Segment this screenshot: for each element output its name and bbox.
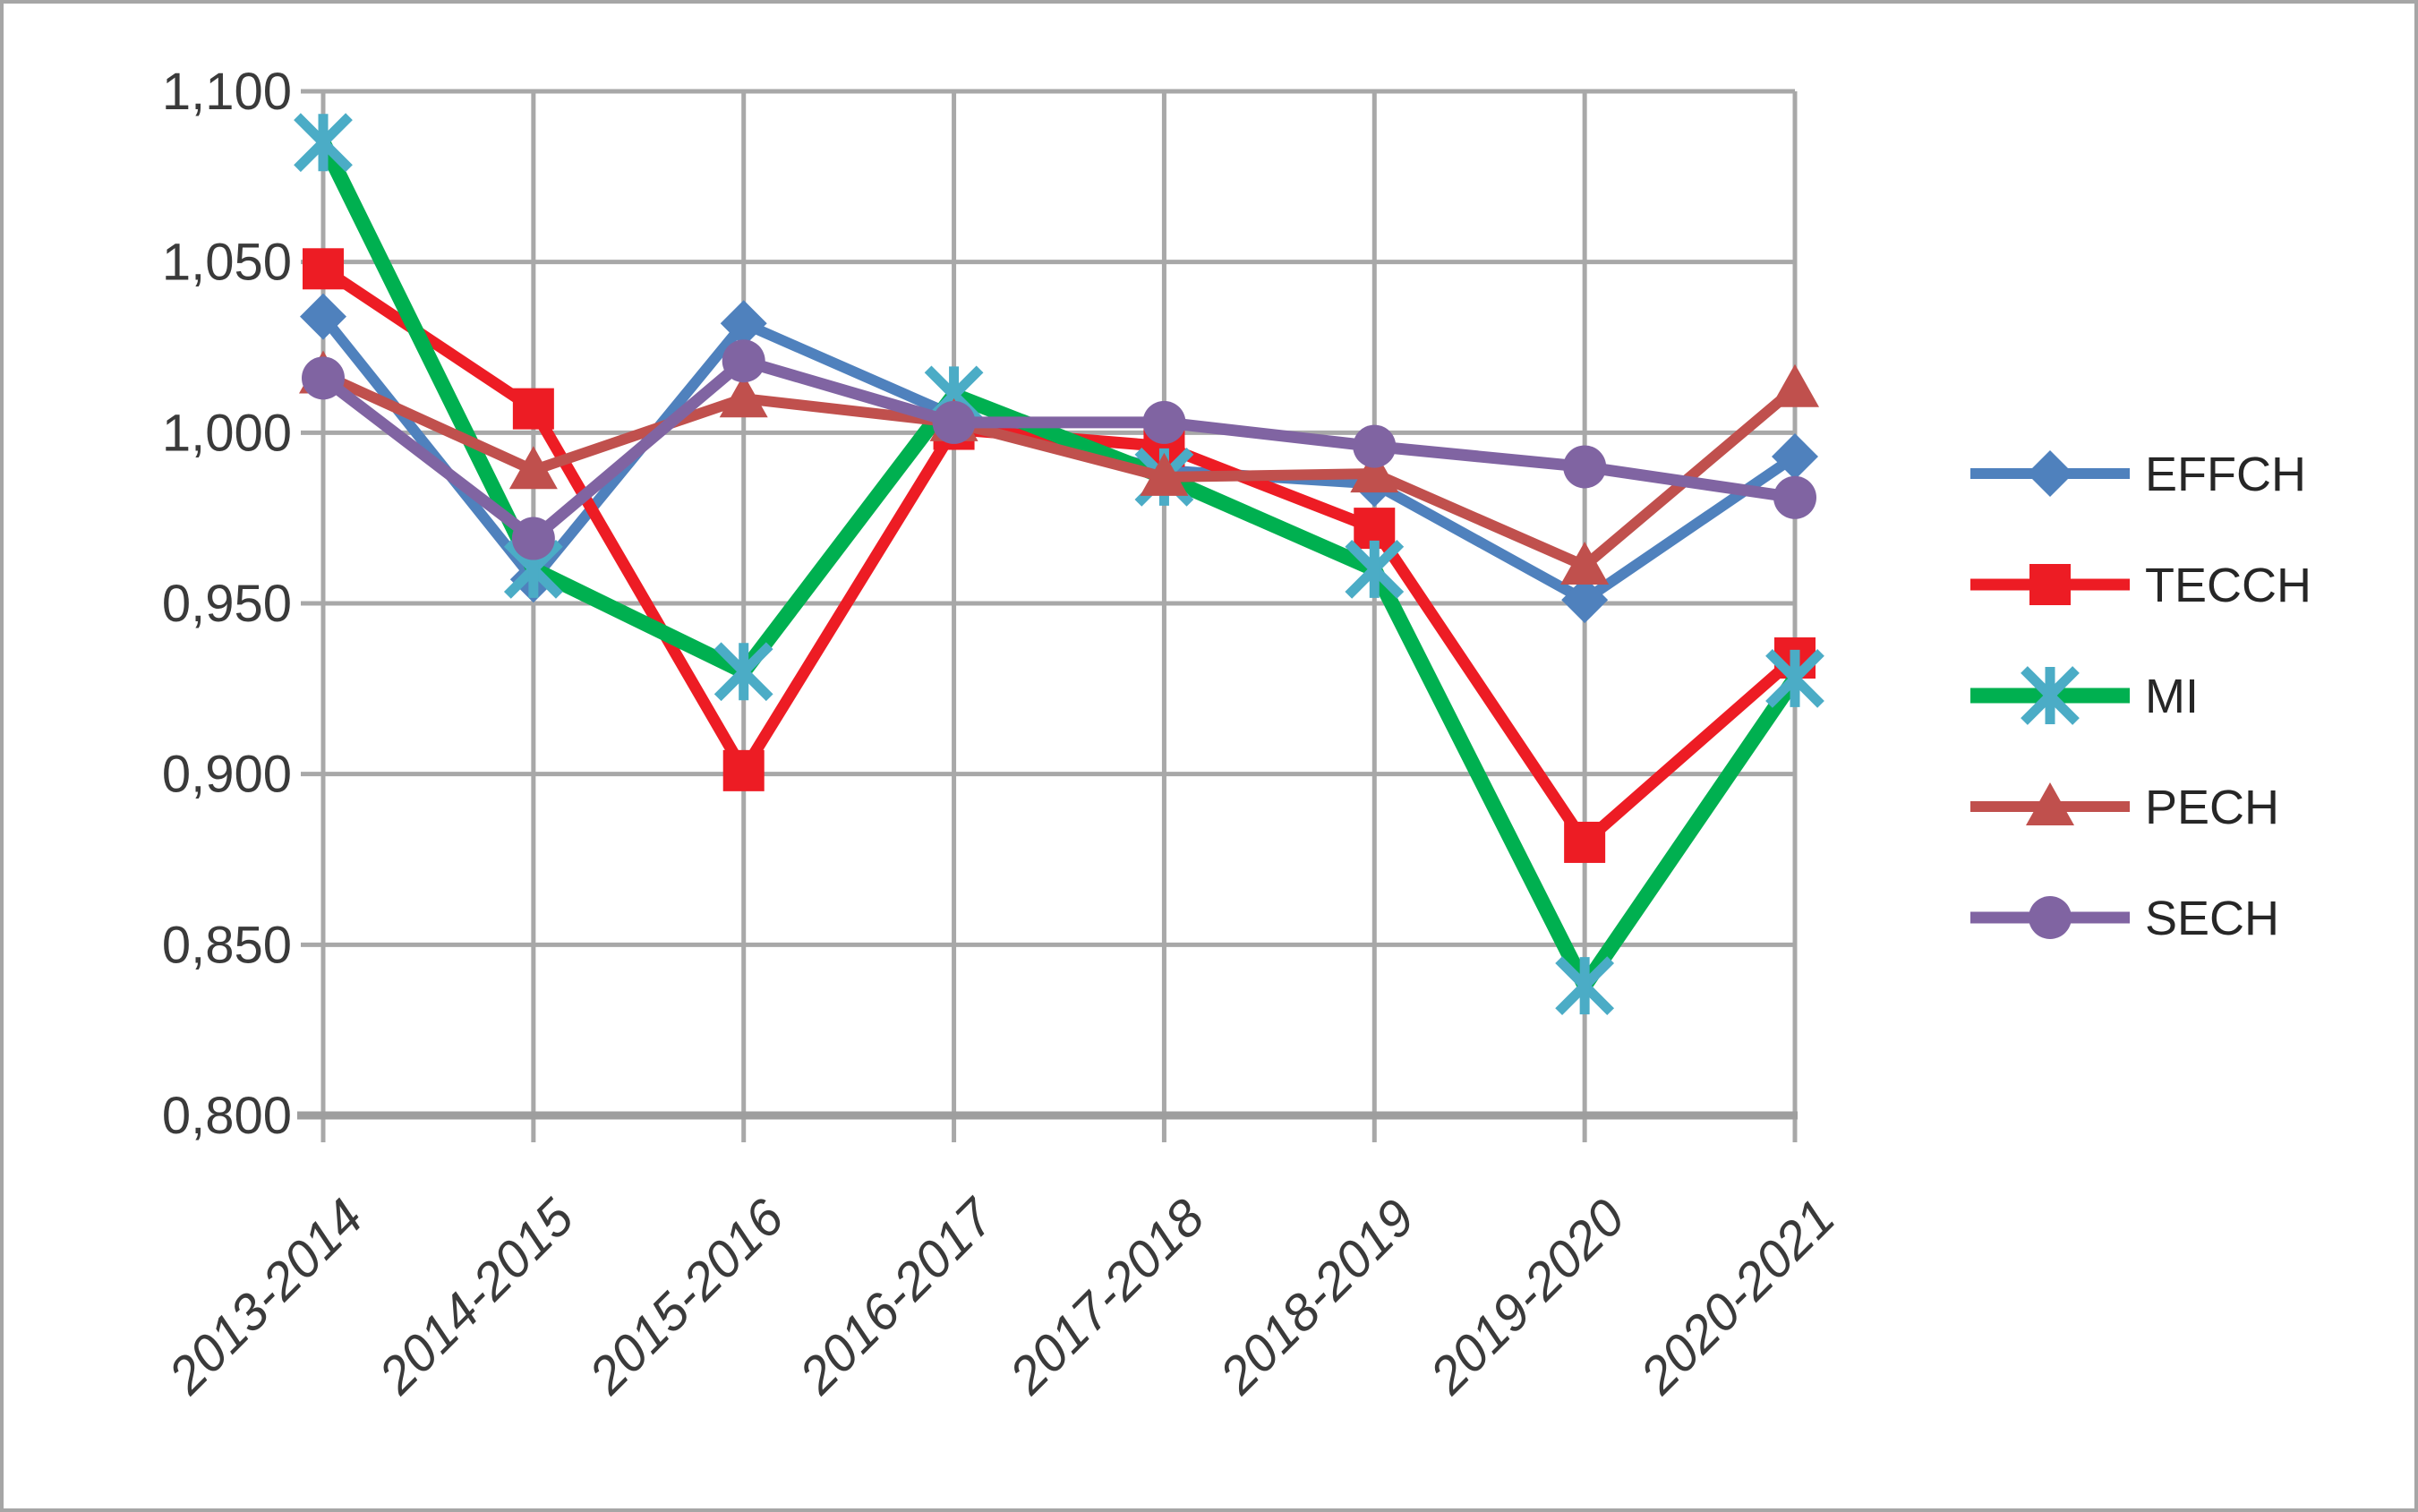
data-point-EFFCH-2015-2016	[720, 300, 767, 347]
legend-item-PECH: PECH	[1970, 781, 2279, 834]
data-point-SECH-2015-2016	[722, 339, 765, 383]
data-point-PECH-2014-2015	[508, 446, 558, 490]
legend-item-EFFCH: EFFCH	[1970, 448, 2306, 501]
x-axis-category-label: 2015-2016	[577, 1188, 795, 1405]
data-point-SECH-2018-2019	[1353, 424, 1397, 468]
x-axis-category-label: 2020-2021	[1628, 1188, 1846, 1405]
legend-label-TECCH: TECCH	[2145, 559, 2311, 612]
data-point-MI-2020-2021	[1765, 649, 1824, 708]
legend-label-MI: MI	[2145, 670, 2199, 723]
data-point-MI-2018-2019	[1345, 539, 1405, 599]
legend-marker-MI	[2021, 666, 2080, 725]
data-point-MI-2019-2020	[1555, 956, 1615, 1015]
legend-marker-PECH	[2026, 782, 2074, 825]
x-axis-category-label: 2013-2014	[157, 1188, 374, 1405]
legend-marker-SECH	[2029, 896, 2072, 939]
legend-item-SECH: SECH	[1970, 892, 2279, 945]
legend-marker-TECCH	[2029, 564, 2071, 605]
series-line-PECH	[320, 370, 1799, 572]
y-axis-tick-label: 1,100	[162, 63, 292, 121]
data-point-TECCH-2013-2014	[303, 248, 344, 290]
data-point-SECH-2020-2021	[1773, 475, 1816, 519]
data-point-EFFCH-2020-2021	[1772, 433, 1818, 481]
data-point-SECH-2017-2018	[1142, 400, 1186, 444]
data-point-EFFCH-2019-2020	[1561, 577, 1609, 624]
legend-label-PECH: PECH	[2145, 781, 2279, 834]
data-point-PECH-2015-2016	[719, 374, 768, 418]
y-axis-tick-label: 1,050	[162, 234, 292, 292]
legend-item-MI: MI	[1970, 666, 2199, 725]
y-axis-tick-label: 0,850	[162, 916, 292, 974]
x-axis-category-label: 2016-2017	[788, 1186, 1007, 1405]
y-axis-tick-label: 0,800	[162, 1087, 292, 1145]
x-axis-category-label: 2014-2015	[367, 1188, 585, 1405]
data-point-TECCH-2015-2016	[722, 749, 765, 791]
data-point-SECH-2014-2015	[511, 517, 555, 560]
legend-label-SECH: SECH	[2145, 892, 2279, 945]
data-point-TECCH-2014-2015	[512, 388, 554, 430]
data-point-SECH-2013-2014	[302, 356, 345, 400]
data-point-PECH-2017-2018	[1140, 452, 1189, 496]
x-axis-category-label: 2017-2018	[998, 1188, 1216, 1405]
x-axis-category-label: 2019-2020	[1419, 1188, 1636, 1405]
legend-marker-EFFCH	[2027, 450, 2073, 497]
legend-item-TECCH: TECCH	[1970, 559, 2311, 612]
series-SECH	[302, 339, 1816, 560]
data-point-TECCH-2019-2020	[1564, 821, 1606, 863]
data-point-MI-2013-2014	[294, 113, 353, 173]
series-line-SECH	[320, 355, 1796, 545]
legend-label-EFFCH: EFFCH	[2145, 448, 2306, 501]
data-point-SECH-2019-2020	[1563, 445, 1607, 489]
y-axis-tick-label: 0,900	[162, 746, 292, 804]
legend: EFFCH TECCH MI PECH SECH	[1970, 448, 2311, 945]
series-line-MI	[316, 139, 1802, 994]
data-point-PECH-2020-2021	[1771, 363, 1819, 407]
x-axis-category-label: 2018-2019	[1209, 1188, 1426, 1405]
multi-series-line-chart: 0,800 0,850 0,900 0,950 1,000 1,050 1,100 2013-…	[157, 63, 2311, 1405]
data-point-PECH-2018-2019	[1350, 449, 1399, 493]
data-point-EFFCH-2013-2014	[300, 293, 346, 340]
data-point-SECH-2016-2017	[932, 400, 976, 444]
y-axis-tick-label: 0,950	[162, 575, 292, 633]
data-point-MI-2015-2016	[713, 642, 773, 702]
data-point-PECH-2019-2020	[1560, 542, 1610, 585]
y-axis-tick-label: 1,000	[162, 404, 292, 462]
